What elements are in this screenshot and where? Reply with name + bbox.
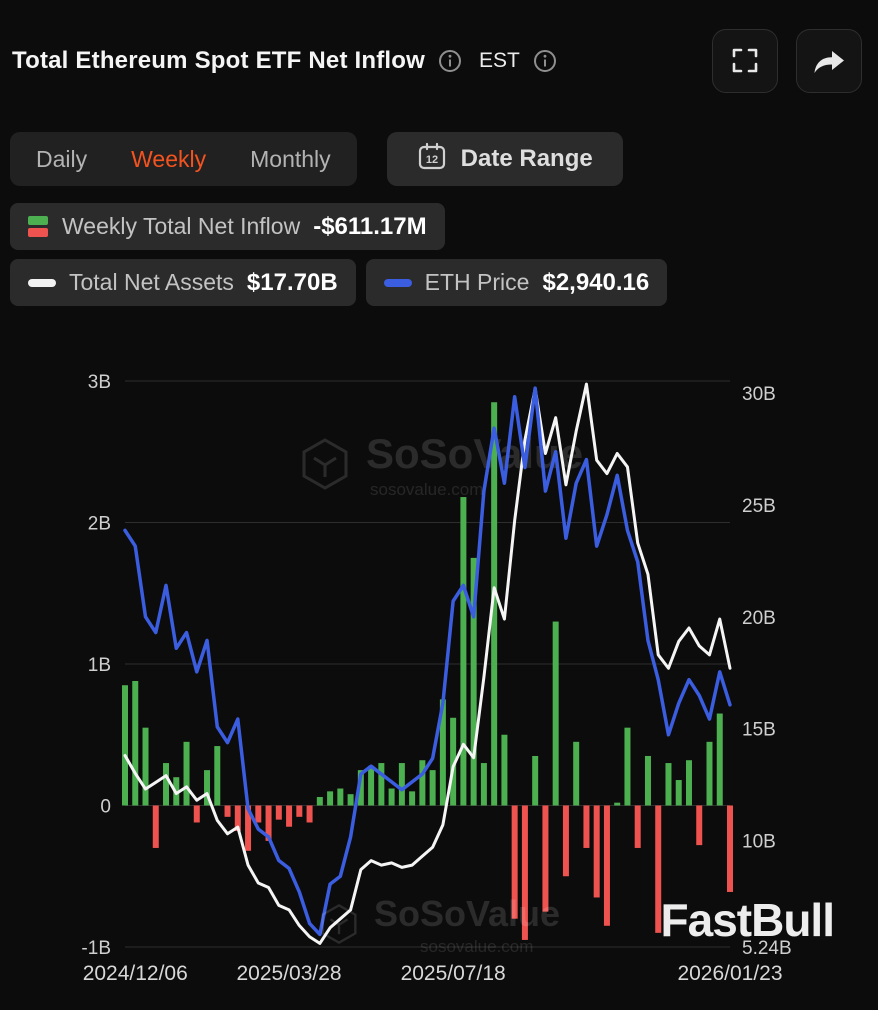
fullscreen-button[interactable] bbox=[712, 29, 778, 93]
legend-total-net-assets[interactable]: Total Net Assets $17.70B bbox=[10, 259, 356, 306]
header: Total Ethereum Spot ETF Net Inflow EST bbox=[12, 26, 862, 96]
total-net-assets-label: Total Net Assets bbox=[69, 269, 234, 295]
total-net-assets-value: $17.70B bbox=[246, 268, 338, 296]
net-assets-line-swatch-icon bbox=[28, 278, 56, 287]
legend-weekly-net-inflow[interactable]: Weekly Total Net Inflow -$611.17M bbox=[10, 203, 445, 250]
header-buttons bbox=[712, 29, 862, 93]
tab-monthly[interactable]: Monthly bbox=[250, 145, 331, 172]
svg-text:15B: 15B bbox=[742, 720, 776, 741]
interval-tabs: Daily Weekly Monthly bbox=[10, 132, 357, 186]
eth-price-line-swatch-icon bbox=[383, 278, 412, 287]
weekly-net-inflow-value: -$611.17M bbox=[313, 212, 427, 240]
title-info-icon[interactable] bbox=[437, 48, 463, 74]
share-button[interactable] bbox=[796, 29, 862, 93]
svg-text:20B: 20B bbox=[742, 608, 776, 629]
svg-text:2024/12/06: 2024/12/06 bbox=[83, 962, 188, 985]
chart-area[interactable]: SoSoValue sosovalue.com 3B 2B 1B 0 -1B 30B 25B… bbox=[0, 330, 878, 1010]
legend-row-2: Total Net Assets $17.70B ETH Price $2,94… bbox=[10, 259, 668, 306]
svg-text:2B: 2B bbox=[88, 514, 111, 535]
svg-text:5.24B: 5.24B bbox=[742, 938, 792, 959]
svg-text:10B: 10B bbox=[742, 832, 776, 853]
svg-text:3B: 3B bbox=[88, 372, 111, 393]
inflow-chart-svg[interactable]: 3B 2B 1B 0 -1B 30B 25B 20B 15B 10B 5.24B 2024/12/06… bbox=[0, 330, 878, 1010]
inflow-bars-swatch-icon bbox=[28, 215, 49, 238]
svg-text:2025/03/28: 2025/03/28 bbox=[237, 962, 342, 985]
tab-weekly[interactable]: Weekly bbox=[131, 145, 207, 172]
page-title: Total Ethereum Spot ETF Net Inflow bbox=[12, 47, 426, 74]
title-group: Total Ethereum Spot ETF Net Inflow EST bbox=[12, 47, 558, 75]
svg-text:30B: 30B bbox=[742, 384, 776, 405]
est-label: EST bbox=[479, 49, 520, 72]
svg-text:12: 12 bbox=[426, 154, 438, 166]
svg-text:2025/07/18: 2025/07/18 bbox=[401, 962, 506, 985]
svg-text:2026/01/23: 2026/01/23 bbox=[677, 962, 782, 985]
share-icon bbox=[812, 45, 846, 78]
svg-text:1B: 1B bbox=[88, 655, 111, 676]
legend-eth-price[interactable]: ETH Price $2,940.16 bbox=[365, 259, 668, 306]
eth-price-label: ETH Price bbox=[424, 269, 530, 295]
controls-row: Daily Weekly Monthly 12 Date Range bbox=[10, 132, 623, 186]
tab-daily[interactable]: Daily bbox=[36, 145, 88, 172]
weekly-net-inflow-label: Weekly Total Net Inflow bbox=[62, 213, 301, 239]
date-range-label: Date Range bbox=[460, 145, 593, 172]
svg-text:25B: 25B bbox=[742, 496, 776, 517]
svg-text:-1B: -1B bbox=[81, 938, 111, 959]
eth-price-value: $2,940.16 bbox=[542, 268, 650, 296]
svg-text:0: 0 bbox=[100, 797, 111, 818]
est-info-icon[interactable] bbox=[532, 48, 558, 74]
calendar-icon: 12 bbox=[417, 141, 447, 178]
date-range-button[interactable]: 12 Date Range bbox=[386, 132, 623, 186]
fullscreen-icon bbox=[730, 45, 760, 78]
